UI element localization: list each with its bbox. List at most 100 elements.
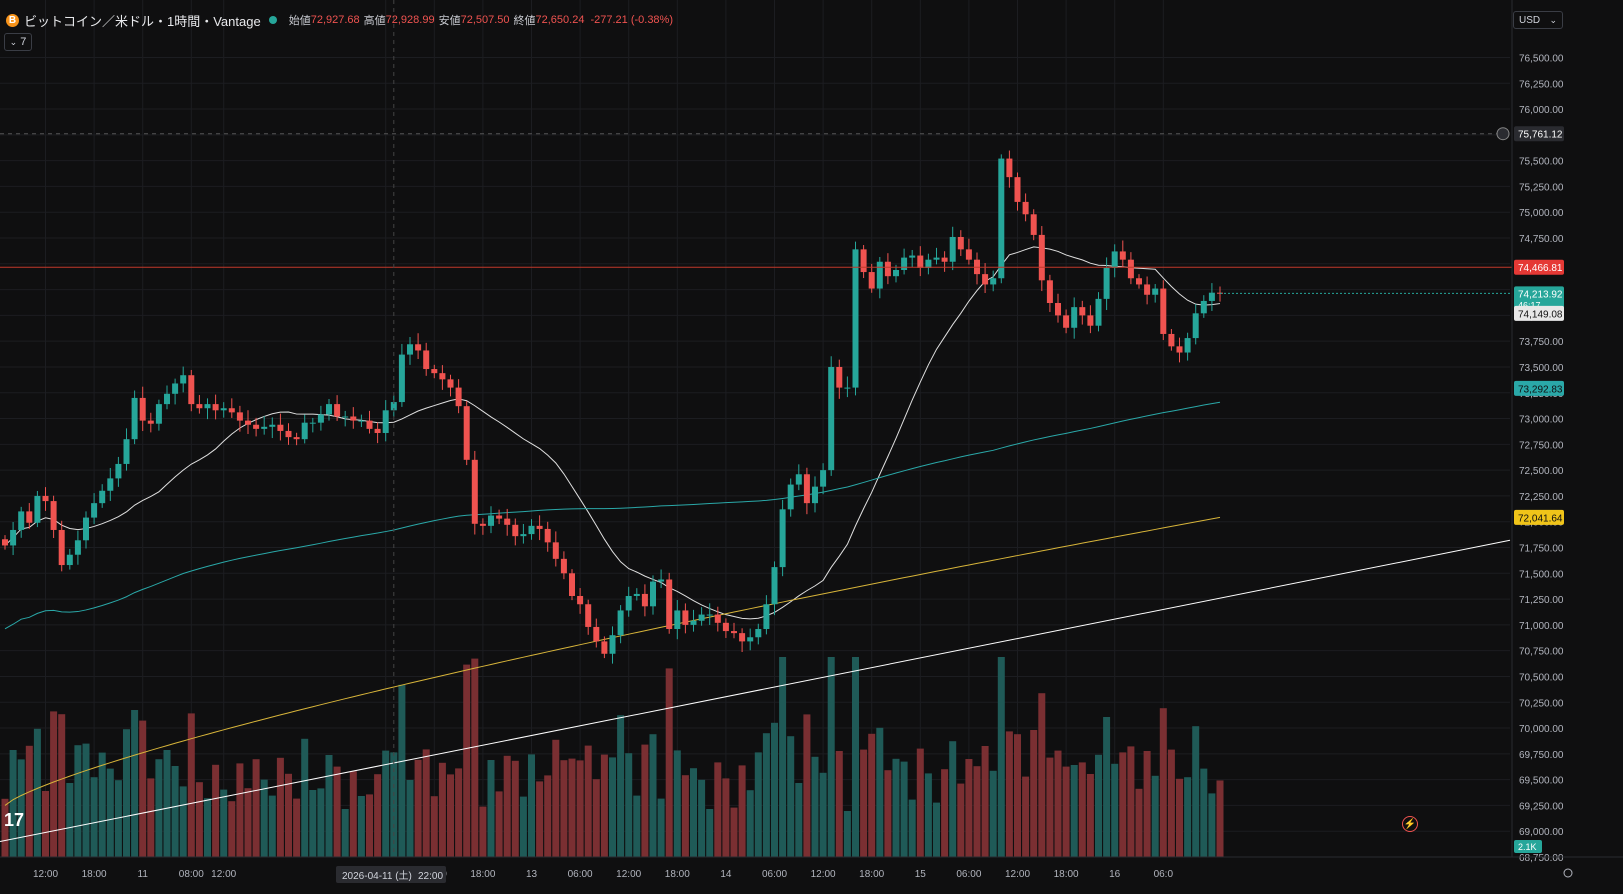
volume-bar	[50, 711, 58, 857]
close-value: 72,650.24	[535, 14, 585, 26]
price-tick-label: 72,750.00	[1519, 440, 1564, 451]
time-tick-label: 12:00	[1005, 869, 1030, 880]
candle-body	[658, 579, 665, 582]
volume-bar	[884, 770, 892, 857]
volume-bar	[795, 783, 803, 857]
candle-body	[1006, 158, 1013, 178]
candle-body	[455, 387, 462, 407]
volume-bar	[787, 736, 795, 857]
volume-bar	[422, 749, 430, 857]
candle-body	[884, 261, 891, 277]
volume-bar	[131, 710, 139, 857]
candlesticks	[2, 150, 1223, 664]
candle-body	[253, 424, 260, 429]
candle-body	[901, 257, 908, 270]
volume-bar	[357, 796, 365, 857]
candle-body	[196, 404, 203, 409]
candle-body	[123, 439, 130, 464]
candle-body	[779, 509, 786, 568]
volume-bar	[706, 809, 714, 857]
candle-body	[1046, 280, 1053, 304]
time-tick-label: 18:00	[665, 869, 690, 880]
candle-body	[131, 397, 138, 440]
volume-bar	[609, 757, 616, 857]
candle-body	[917, 255, 924, 268]
price-axis[interactable]: 68,750.00 69,000.00 69,250.00 69,500.00 69,7…	[1511, 0, 1623, 894]
volume-bar	[1005, 731, 1013, 857]
price-tick-label: 69,250.00	[1519, 801, 1564, 812]
price-tick-label: 76,500.00	[1519, 53, 1564, 64]
candle-body	[1127, 259, 1134, 279]
price-tick-label: 70,000.00	[1519, 724, 1564, 735]
volume-bar	[503, 755, 511, 857]
volume-bar	[382, 750, 390, 857]
volume-bar	[1014, 734, 1021, 857]
volume-bar	[90, 777, 98, 857]
volume-bar	[941, 769, 949, 857]
candle-body	[366, 420, 373, 429]
price-tick-label: 70,250.00	[1519, 698, 1564, 709]
bitcoin-icon: B	[6, 13, 19, 27]
volume-bar	[900, 761, 908, 857]
volume-bar	[195, 782, 203, 857]
volume-bar	[762, 733, 770, 857]
volume-bar	[1143, 751, 1151, 857]
symbol-title[interactable]: ビットコイン／米ドル・1時間・Vantage	[24, 13, 261, 29]
volume-bar	[916, 748, 924, 857]
volume-bar	[1054, 750, 1062, 857]
candle-body	[1087, 315, 1094, 326]
candle-body	[601, 641, 608, 654]
volume-bar	[860, 749, 868, 857]
volume-bar	[438, 762, 446, 857]
candle-body	[755, 629, 762, 638]
price-tick-label: 69,750.00	[1519, 750, 1564, 761]
candle-body	[617, 610, 624, 636]
volume-bar	[349, 771, 357, 857]
volume-bar	[949, 741, 957, 857]
open-value: 72,927.68	[310, 14, 360, 26]
volume-bar	[811, 756, 819, 857]
candle-body	[42, 495, 49, 502]
countdown-tag: 46:17	[1518, 300, 1541, 310]
time-tick-label: 18:00	[859, 869, 884, 880]
volume-bar	[74, 745, 82, 857]
candle-body	[58, 529, 65, 566]
candle-body	[293, 437, 300, 440]
candle-body	[285, 430, 292, 438]
candle-body	[731, 631, 737, 634]
alert-price-tag-bg	[1514, 259, 1564, 275]
volume-bar	[155, 759, 163, 857]
candle-body	[909, 255, 916, 258]
volume-bar	[82, 743, 90, 857]
volume-bar	[633, 795, 641, 857]
time-axis[interactable]: 12:00 18:00 11 08:00 12:00 06:00 12:00 18:00 13 0…	[0, 856, 1623, 883]
volume-bar	[17, 759, 25, 857]
ma-fast-tag-bg	[1514, 305, 1564, 321]
volume-bar	[228, 801, 236, 857]
indicator-toggle-button[interactable]: ⌄ 7	[4, 33, 32, 51]
volume-bar	[803, 714, 811, 857]
ma-fast-line	[4, 246, 1221, 620]
symbol-header[interactable]: B ビットコイン／米ドル・1時間・Vantage 始値 72,927.68 高値 7…	[6, 10, 673, 30]
volume-bar	[892, 758, 900, 857]
volume-bar	[106, 768, 114, 857]
candle-body	[1063, 315, 1070, 328]
volume-bar	[1216, 780, 1224, 857]
time-tick-label: 06:00	[956, 869, 981, 880]
volume-bar	[673, 750, 681, 857]
currency-select[interactable]: USD ⌄	[1513, 11, 1563, 29]
chevron-down-icon: ⌄	[9, 36, 18, 47]
tradingview-logo-icon: 17	[4, 810, 25, 830]
volume-bar	[1038, 693, 1046, 857]
volume-bar	[746, 790, 754, 857]
ma-mid-tag: 73,292.83	[1518, 384, 1563, 395]
volume-bar	[876, 727, 884, 857]
current-price-tag-bg	[1514, 286, 1564, 311]
time-tick-label: 14	[720, 869, 732, 880]
lightning-icon[interactable]: ⚡	[1402, 816, 1418, 832]
candle-body	[423, 350, 430, 370]
volume-bar	[908, 799, 916, 857]
candle-body	[115, 463, 122, 479]
